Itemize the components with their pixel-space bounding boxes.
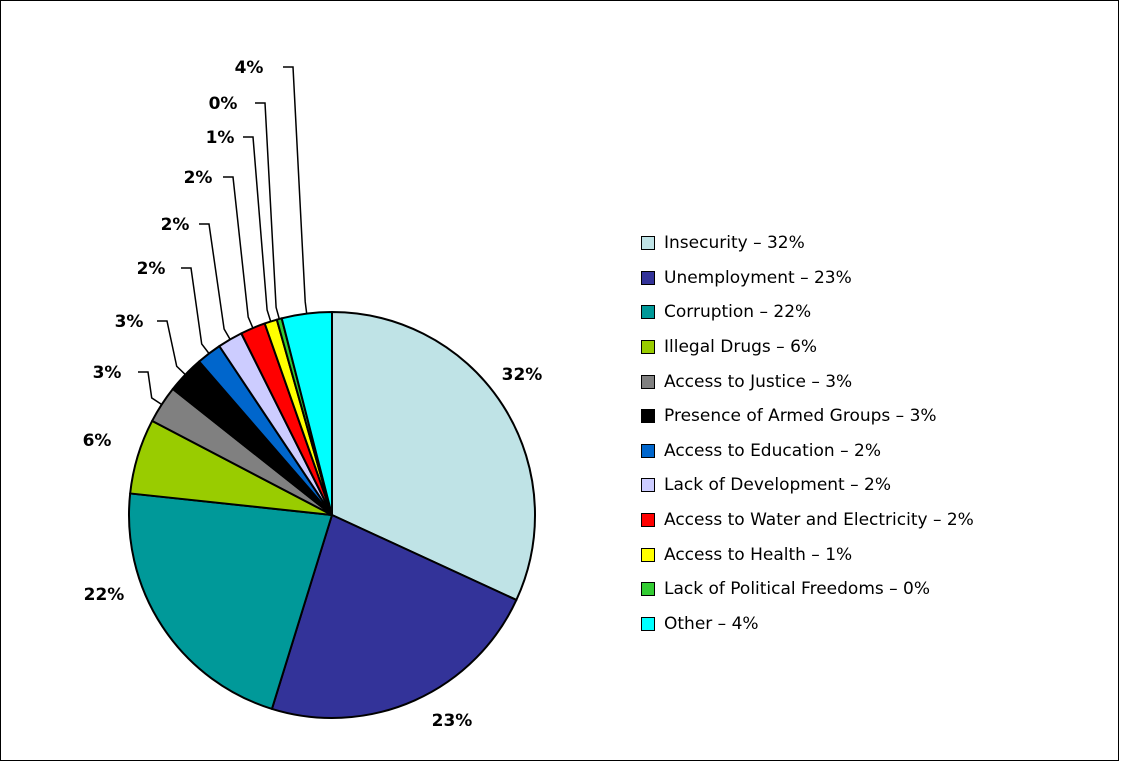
legend-swatch: [641, 616, 655, 631]
leader-line: [138, 371, 163, 406]
leader-line: [181, 267, 210, 354]
legend-swatch: [641, 547, 655, 562]
legend-swatch: [641, 374, 655, 389]
legend-label: Corruption – 22%: [664, 302, 812, 323]
legend-item-illegal-drugs: Illegal Drugs – 6%: [641, 330, 974, 365]
slice-value-label: 2%: [161, 215, 190, 235]
legend-item-water-electricity: Access to Water and Electricity – 2%: [641, 503, 974, 538]
legend-item-insecurity: Insecurity – 32%: [641, 226, 974, 261]
legend-item-lack-of-development: Lack of Development – 2%: [641, 468, 974, 503]
legend-label: Insecurity – 32%: [664, 233, 805, 254]
legend-swatch: [641, 409, 655, 424]
slice-value-label: 1%: [206, 128, 235, 148]
legend-item-access-to-education: Access to Education – 2%: [641, 434, 974, 469]
legend-label: Unemployment – 23%: [664, 267, 852, 288]
legend-swatch: [641, 270, 655, 285]
legend-item-unemployment: Unemployment – 23%: [641, 261, 974, 296]
pie-slice-other: [280, 311, 333, 516]
legend-swatch: [641, 478, 655, 493]
slice-value-label: 4%: [235, 58, 264, 78]
slice-value-label: 2%: [137, 259, 166, 279]
slice-value-label: 3%: [93, 363, 122, 383]
legend-label: Access to Justice – 3%: [664, 371, 853, 392]
legend-swatch: [641, 513, 655, 528]
legend-item-political-freedoms: Lack of Political Freedoms – 0%: [641, 572, 974, 607]
legend-label: Access to Health – 1%: [664, 544, 853, 565]
slice-value-label: 23%: [432, 711, 473, 731]
legend-label: Illegal Drugs – 6%: [664, 337, 818, 358]
legend-swatch: [641, 305, 655, 320]
legend-label: Other – 4%: [664, 613, 759, 634]
legend-label: Lack of Political Freedoms – 0%: [664, 579, 931, 600]
legend-label: Access to Education – 2%: [664, 440, 881, 461]
slice-value-label: 3%: [115, 312, 144, 332]
legend-item-other: Other – 4%: [641, 607, 974, 642]
legend-label: Lack of Development – 2%: [664, 475, 891, 496]
leader-line: [255, 102, 281, 320]
leader-line: [283, 66, 308, 314]
slice-value-label: 32%: [502, 365, 543, 385]
legend-item-access-to-justice: Access to Justice – 3%: [641, 364, 974, 399]
legend-item-armed-groups: Presence of Armed Groups – 3%: [641, 399, 974, 434]
chart-legend: Insecurity – 32% Unemployment – 23% Corr…: [641, 226, 974, 641]
leader-line: [157, 320, 186, 376]
leader-line: [243, 136, 272, 322]
pie-slice-unemployment: [270, 514, 518, 719]
slice-value-label: 0%: [209, 94, 238, 114]
legend-swatch: [641, 236, 655, 251]
slice-value-label: 6%: [83, 431, 112, 451]
legend-swatch: [641, 340, 655, 355]
legend-item-corruption: Corruption – 22%: [641, 295, 974, 330]
leader-line: [199, 223, 231, 340]
leader-line: [223, 176, 254, 329]
legend-label: Presence of Armed Groups – 3%: [664, 406, 937, 427]
pie-slice-insecurity: [331, 311, 536, 601]
legend-item-access-to-health: Access to Health – 1%: [641, 537, 974, 572]
legend-swatch: [641, 582, 655, 597]
legend-label: Access to Water and Electricity – 2%: [664, 510, 974, 531]
pie-slice-corruption: [128, 492, 333, 710]
slice-value-label: 22%: [84, 585, 125, 605]
legend-swatch: [641, 443, 655, 458]
slice-value-label: 2%: [184, 168, 213, 188]
